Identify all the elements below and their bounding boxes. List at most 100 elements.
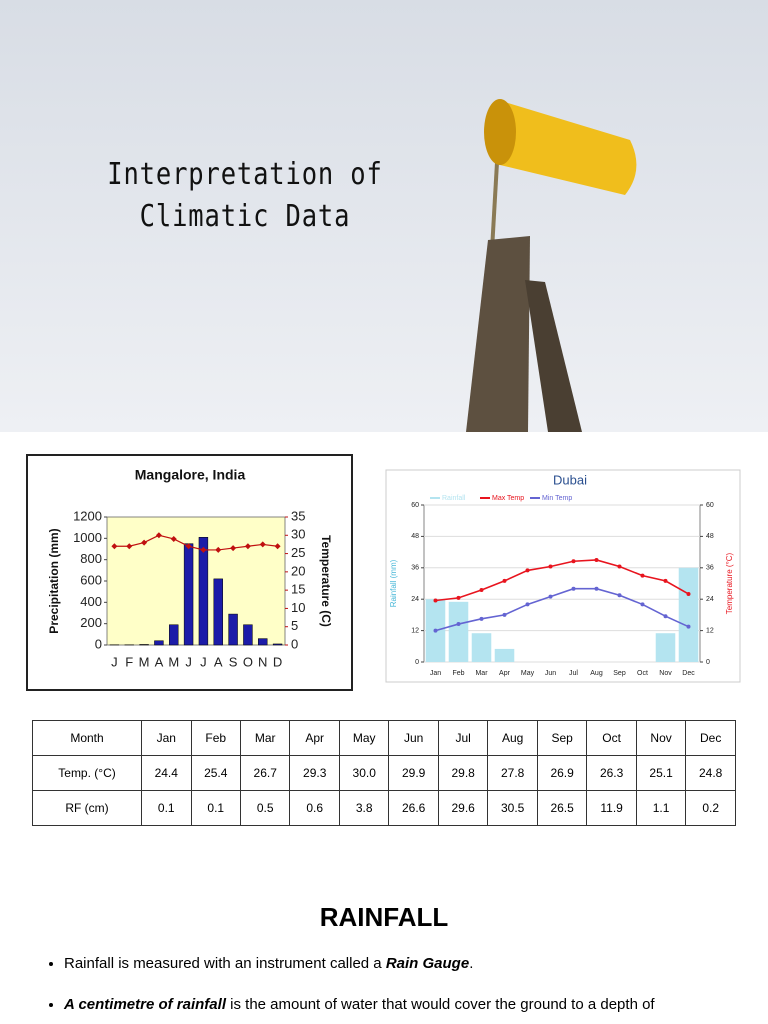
table-cell: 0.6 — [289, 790, 340, 826]
x-tick-label: N — [258, 654, 267, 669]
y2-axis-label: Temperature (C) — [319, 535, 333, 627]
marker — [230, 545, 237, 552]
line — [435, 587, 689, 632]
table-cell: 24.8 — [685, 755, 736, 791]
table-cell: RF (cm) — [31, 790, 143, 826]
bar — [272, 643, 283, 646]
x-tick-label: Oct — [637, 670, 648, 677]
plot-area — [423, 504, 701, 663]
y2-tick-label: 24 — [706, 596, 714, 603]
x-tick-label: A — [155, 654, 164, 669]
x-tick-label: M — [139, 654, 150, 669]
table-cell: 29.8 — [437, 755, 489, 791]
table-cell: 30.5 — [487, 790, 538, 826]
bar — [228, 613, 238, 646]
bar — [258, 638, 268, 646]
table-cell: 3.8 — [338, 790, 390, 826]
line — [435, 559, 689, 602]
bullet: Rainfall is measured with an instrument … — [64, 955, 764, 972]
title: Interpretation of — [107, 157, 383, 192]
section-heading: RAINFALL — [319, 902, 449, 932]
y-axis-label: Precipitation (mm) — [47, 528, 61, 633]
table-cell: Month — [31, 720, 143, 756]
x-tick-label: Dec — [682, 670, 695, 677]
bullet: A centimetre of rainfall is the amount o… — [64, 996, 764, 1013]
table-row: Month Jan Feb Mar Apr May Jun Jul Aug Sep Oct Nov De… — [31, 720, 736, 756]
marker — [215, 546, 222, 553]
marker — [525, 568, 530, 573]
x-tick-label: Apr — [499, 670, 511, 677]
marker — [617, 564, 622, 569]
x-tick-label: F — [125, 654, 133, 669]
table-cell: 29.6 — [437, 790, 489, 826]
marker — [456, 595, 461, 600]
table-cell: 29.3 — [289, 755, 340, 791]
y-tick-label: 1000 — [73, 530, 102, 545]
y2-tick-label: 0 — [706, 659, 710, 666]
y2-tick-label: 35 — [291, 508, 305, 523]
table-row: Temp. (°C) 24.4 25.4 26.7 29.3 30.0 29.9 29.8 27… — [31, 755, 736, 791]
marker — [479, 588, 484, 593]
x-tick-label: Feb — [452, 670, 464, 677]
chart-title: Mangalore, India — [135, 467, 246, 483]
chart-title: Dubai — [553, 472, 587, 487]
marker — [502, 612, 507, 617]
marker — [274, 543, 281, 550]
table-row: RF (cm) 0.1 0.1 0.5 0.6 3.8 26.6 29.6 30.5 26.5 11… — [31, 790, 736, 826]
marker — [244, 543, 251, 550]
table-cell: Apr — [289, 720, 340, 756]
legend-label: Rainfall — [442, 495, 466, 502]
table-cell: 26.3 — [586, 755, 637, 791]
x-tick-label: D — [273, 654, 282, 669]
marker — [548, 564, 553, 569]
table-cell: Sep — [536, 720, 588, 756]
table-cell: 25.1 — [635, 755, 687, 791]
text: Rainfall is measured with an instrument … — [64, 955, 386, 972]
bar — [494, 648, 515, 662]
table-cell: 30.0 — [338, 755, 390, 791]
text: is the amount of water that would cover … — [225, 996, 655, 1013]
marker — [126, 543, 133, 550]
marker — [640, 602, 645, 607]
y-tick-label: 12 — [411, 627, 419, 634]
y-tick-label: 48 — [411, 533, 419, 540]
table-cell: 29.9 — [388, 755, 439, 791]
y2-tick-label: 0 — [291, 636, 298, 651]
x-tick-label: A — [214, 654, 223, 669]
y-tick-label: 0 — [95, 636, 102, 651]
table-cell: 26.6 — [388, 790, 439, 826]
y2-tick-label: 20 — [291, 563, 305, 578]
marker — [548, 594, 553, 599]
y-tick-label: 600 — [80, 572, 102, 587]
table-cell: Temp. (°C) — [31, 755, 143, 791]
y-tick-label: 800 — [80, 551, 102, 566]
table-cell: 26.9 — [536, 755, 588, 791]
x-tick-label: Mar — [475, 670, 488, 677]
marker — [502, 578, 507, 583]
table-cell: 0.1 — [190, 790, 241, 826]
marker — [594, 557, 599, 562]
y-tick-label: 36 — [411, 565, 419, 572]
marker — [433, 628, 438, 633]
table-cell: Dec — [685, 720, 736, 756]
y-axis-label: Rainfall (mm) — [389, 559, 398, 607]
y2-tick-label: 15 — [291, 582, 305, 597]
marker — [640, 573, 645, 578]
marker — [571, 586, 576, 591]
y-tick-label: 400 — [80, 594, 102, 609]
bar — [448, 601, 469, 662]
marker — [479, 616, 484, 621]
banner-photo — [0, 0, 768, 432]
y2-tick-label: 60 — [706, 502, 714, 509]
y2-tick-label: 10 — [291, 600, 305, 615]
x-tick-label: J — [111, 654, 118, 669]
x-tick-label: M — [168, 654, 179, 669]
x-tick-label: Aug — [590, 670, 603, 677]
x-tick-label: Nov — [659, 670, 672, 677]
table-cell: 27.8 — [487, 755, 538, 791]
table-cell: 25.4 — [190, 755, 241, 791]
bar — [154, 640, 164, 646]
marker — [525, 602, 530, 607]
y2-tick-label: 48 — [706, 533, 714, 540]
